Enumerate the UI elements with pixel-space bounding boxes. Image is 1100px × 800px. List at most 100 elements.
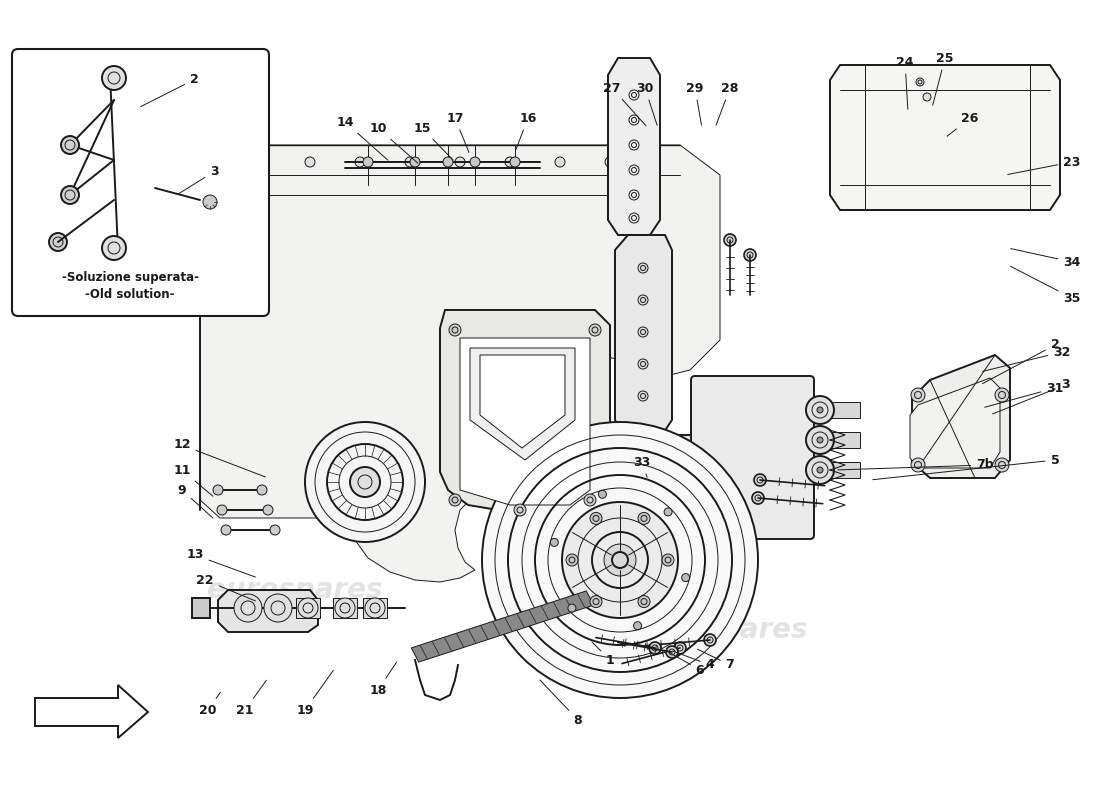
Circle shape — [305, 422, 425, 542]
Circle shape — [60, 186, 79, 204]
Polygon shape — [830, 65, 1060, 210]
Circle shape — [264, 594, 292, 622]
Polygon shape — [585, 435, 705, 475]
Text: 19: 19 — [296, 670, 333, 717]
Bar — [363, 598, 387, 618]
Circle shape — [817, 437, 823, 443]
Text: eurospares: eurospares — [207, 576, 383, 604]
Circle shape — [568, 604, 576, 612]
Text: 8: 8 — [540, 680, 582, 726]
Circle shape — [588, 324, 601, 336]
Polygon shape — [470, 348, 575, 460]
Circle shape — [263, 505, 273, 515]
Circle shape — [556, 157, 565, 167]
Text: 3: 3 — [177, 165, 219, 194]
Text: 11: 11 — [174, 463, 213, 496]
Text: 1: 1 — [592, 642, 615, 666]
Circle shape — [510, 157, 520, 167]
Text: 30: 30 — [636, 82, 657, 126]
Text: -Old solution-: -Old solution- — [86, 287, 175, 301]
Circle shape — [505, 157, 515, 167]
Circle shape — [234, 594, 262, 622]
Circle shape — [911, 458, 925, 472]
Circle shape — [550, 538, 559, 546]
Circle shape — [213, 485, 223, 495]
Circle shape — [305, 157, 315, 167]
Circle shape — [817, 467, 823, 473]
Text: 32: 32 — [982, 346, 1070, 371]
Text: 2: 2 — [141, 73, 199, 106]
Circle shape — [455, 157, 465, 167]
Circle shape — [102, 66, 126, 90]
Circle shape — [482, 422, 758, 698]
Circle shape — [806, 396, 834, 424]
FancyBboxPatch shape — [12, 49, 270, 316]
Circle shape — [221, 525, 231, 535]
Circle shape — [443, 157, 453, 167]
Circle shape — [663, 450, 673, 460]
Circle shape — [584, 494, 596, 506]
Polygon shape — [218, 590, 318, 632]
Circle shape — [635, 450, 645, 460]
Circle shape — [704, 634, 716, 646]
Circle shape — [590, 513, 602, 525]
Circle shape — [50, 233, 67, 251]
Circle shape — [806, 456, 834, 484]
Circle shape — [817, 407, 823, 413]
Circle shape — [102, 236, 126, 260]
Circle shape — [662, 554, 674, 566]
Text: 35: 35 — [1011, 266, 1080, 305]
Text: eurospares: eurospares — [632, 616, 807, 644]
Text: 9: 9 — [178, 483, 213, 518]
Circle shape — [806, 426, 834, 454]
Polygon shape — [910, 378, 1000, 468]
Circle shape — [752, 492, 764, 504]
Circle shape — [638, 391, 648, 401]
Circle shape — [744, 249, 756, 261]
Polygon shape — [35, 685, 148, 738]
Circle shape — [405, 157, 415, 167]
Circle shape — [634, 622, 641, 630]
Circle shape — [923, 93, 931, 101]
Circle shape — [60, 136, 79, 154]
Circle shape — [350, 467, 380, 497]
Text: 10: 10 — [370, 122, 418, 163]
Circle shape — [638, 595, 650, 607]
Circle shape — [298, 598, 318, 618]
Text: 21: 21 — [236, 680, 266, 717]
Text: 28: 28 — [716, 82, 739, 126]
Circle shape — [638, 263, 648, 273]
Circle shape — [638, 513, 650, 525]
Circle shape — [916, 78, 924, 86]
Text: 13: 13 — [186, 549, 255, 577]
Text: 25: 25 — [933, 51, 954, 106]
Circle shape — [996, 458, 1009, 472]
Polygon shape — [615, 235, 672, 445]
Polygon shape — [200, 145, 720, 582]
Polygon shape — [440, 310, 610, 512]
Circle shape — [514, 504, 526, 516]
Circle shape — [590, 595, 602, 607]
Text: 24: 24 — [896, 55, 914, 110]
Circle shape — [911, 388, 925, 402]
Circle shape — [410, 157, 420, 167]
Circle shape — [754, 474, 766, 486]
Circle shape — [674, 642, 686, 654]
Circle shape — [666, 646, 678, 658]
Text: 2: 2 — [982, 338, 1059, 384]
Circle shape — [470, 157, 480, 167]
Bar — [333, 598, 358, 618]
Bar — [820, 432, 860, 448]
Bar — [820, 402, 860, 418]
Text: 33: 33 — [634, 455, 650, 478]
Circle shape — [645, 157, 654, 167]
Circle shape — [336, 598, 355, 618]
Text: 7b: 7b — [838, 458, 993, 471]
Circle shape — [363, 157, 373, 167]
Text: 17: 17 — [447, 111, 469, 153]
Circle shape — [638, 295, 648, 305]
Circle shape — [355, 157, 365, 167]
Text: 29: 29 — [686, 82, 704, 126]
Text: 5: 5 — [872, 454, 1059, 480]
Text: 7: 7 — [697, 650, 735, 671]
